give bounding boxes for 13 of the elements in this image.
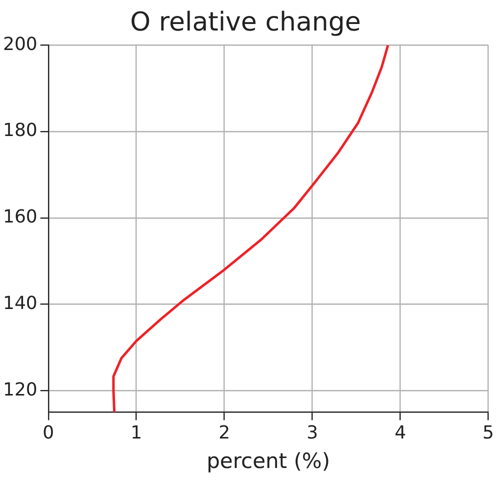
y-tick-label: 180 [2,120,38,142]
chart-title: O relative change [130,7,361,38]
y-tick-label: 160 [2,206,38,228]
x-tick-label: 4 [394,422,406,444]
x-tick-label: 5 [482,422,494,444]
x-tick-label: 2 [218,422,230,444]
x-tick-label: 3 [306,422,318,444]
y-tick-label: 140 [2,292,38,314]
x-tick-label: 1 [130,422,142,444]
x-axis-title: percent (%) [206,448,330,473]
x-tick-label: 0 [42,422,54,444]
y-tick-label: 200 [2,34,38,55]
y-tick-label: 120 [2,379,38,400]
